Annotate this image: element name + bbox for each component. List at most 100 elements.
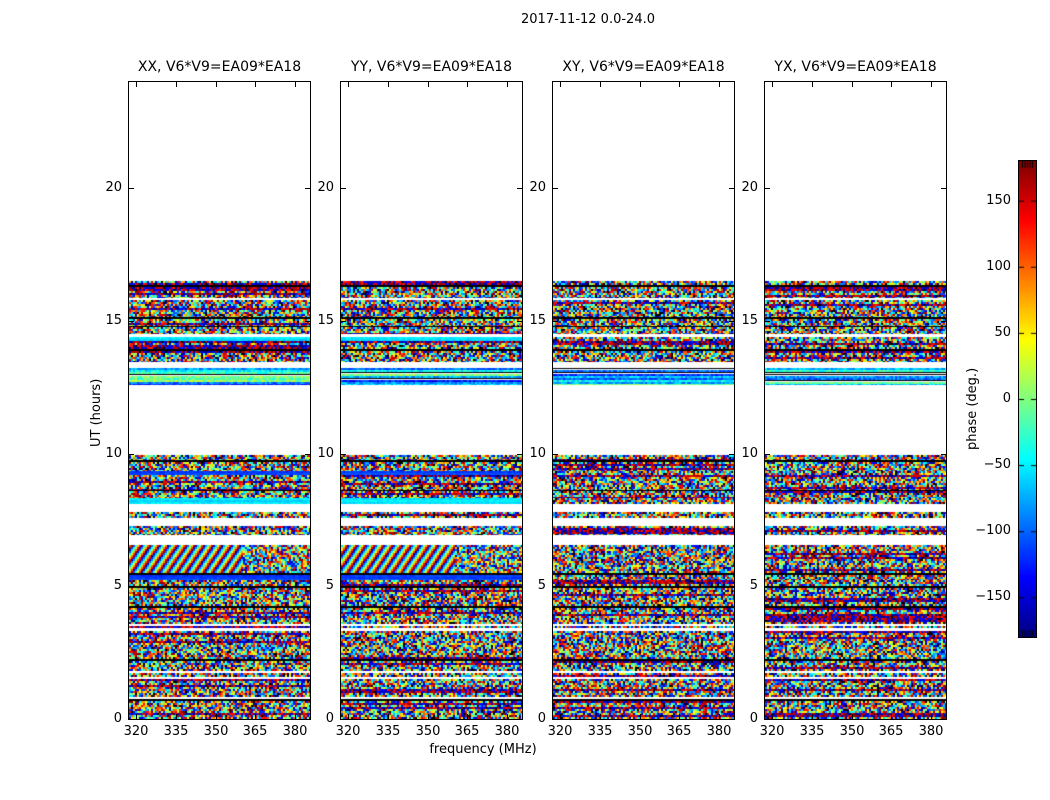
y-tick-label: 5 xyxy=(537,578,546,593)
x-tick-mark xyxy=(812,82,813,87)
y-tick-mark xyxy=(765,719,770,720)
y-tick-mark xyxy=(765,454,770,455)
x-tick-label: 350 xyxy=(839,724,865,739)
x-tick-label: 320 xyxy=(335,724,361,739)
x-tick-mark xyxy=(428,82,429,87)
figure-title: 2017-11-12 0.0-24.0 xyxy=(521,12,655,27)
x-tick-label: 350 xyxy=(415,724,441,739)
y-tick-label: 10 xyxy=(105,446,122,461)
y-tick-label: 20 xyxy=(317,180,334,195)
x-tick-mark xyxy=(772,714,773,719)
x-tick-mark xyxy=(679,714,680,719)
y-tick-mark xyxy=(765,586,770,587)
x-tick-label: 335 xyxy=(375,724,401,739)
y-tick-mark xyxy=(517,719,522,720)
y-tick-mark xyxy=(305,586,310,587)
colorbar-tick-label: 100 xyxy=(986,259,1011,274)
y-tick-mark xyxy=(729,454,734,455)
y-tick-label: 10 xyxy=(529,446,546,461)
colorbar-tick-label: −150 xyxy=(975,589,1011,604)
y-tick-mark xyxy=(129,454,134,455)
y-tick-mark xyxy=(729,586,734,587)
y-tick-label: 15 xyxy=(741,313,758,328)
x-tick-label: 365 xyxy=(666,724,692,739)
colorbar-canvas xyxy=(1019,161,1036,637)
y-tick-mark xyxy=(941,586,946,587)
y-tick-mark xyxy=(305,719,310,720)
x-tick-mark xyxy=(852,82,853,87)
x-tick-mark xyxy=(600,714,601,719)
y-tick-label: 0 xyxy=(325,711,334,726)
y-tick-mark xyxy=(305,188,310,189)
x-tick-mark xyxy=(772,82,773,87)
y-tick-label: 15 xyxy=(105,313,122,328)
y-tick-mark xyxy=(341,454,346,455)
x-tick-mark xyxy=(891,714,892,719)
x-tick-mark xyxy=(891,82,892,87)
y-tick-mark xyxy=(517,321,522,322)
x-tick-label: 320 xyxy=(759,724,785,739)
x-tick-mark xyxy=(216,82,217,87)
y-tick-label: 5 xyxy=(113,578,122,593)
x-tick-mark xyxy=(136,82,137,87)
colorbar-tick-label: −50 xyxy=(983,457,1011,472)
y-axis-label: UT (hours) xyxy=(89,378,104,447)
x-tick-label: 335 xyxy=(163,724,189,739)
y-tick-mark xyxy=(129,188,134,189)
x-tick-mark xyxy=(931,82,932,87)
x-tick-mark xyxy=(295,714,296,719)
y-tick-label: 15 xyxy=(317,313,334,328)
x-tick-mark xyxy=(295,82,296,87)
x-tick-label: 335 xyxy=(799,724,825,739)
colorbar-tick-label: −100 xyxy=(975,523,1011,538)
y-tick-mark xyxy=(305,321,310,322)
panel-title: XY, V6*V9=EA09*EA18 xyxy=(562,59,725,75)
x-tick-label: 365 xyxy=(454,724,480,739)
y-tick-mark xyxy=(305,454,310,455)
x-tick-mark xyxy=(640,714,641,719)
x-tick-label: 350 xyxy=(203,724,229,739)
x-tick-label: 335 xyxy=(587,724,613,739)
x-tick-mark xyxy=(216,714,217,719)
colorbar-tick-label: 0 xyxy=(1002,391,1011,406)
x-axis-label: frequency (MHz) xyxy=(429,742,537,757)
x-tick-mark xyxy=(348,82,349,87)
x-tick-label: 320 xyxy=(547,724,573,739)
panel-title: YY, V6*V9=EA09*EA18 xyxy=(350,59,513,75)
x-tick-mark xyxy=(812,714,813,719)
x-tick-label: 380 xyxy=(494,724,520,739)
x-tick-mark xyxy=(600,82,601,87)
x-tick-mark xyxy=(255,714,256,719)
y-tick-label: 10 xyxy=(741,446,758,461)
y-tick-label: 0 xyxy=(537,711,546,726)
y-tick-mark xyxy=(941,188,946,189)
x-tick-mark xyxy=(467,714,468,719)
x-tick-mark xyxy=(136,714,137,719)
x-tick-mark xyxy=(176,82,177,87)
y-tick-mark xyxy=(729,719,734,720)
y-tick-label: 10 xyxy=(317,446,334,461)
y-tick-label: 20 xyxy=(741,180,758,195)
y-tick-mark xyxy=(941,719,946,720)
y-tick-label: 15 xyxy=(529,313,546,328)
x-tick-label: 320 xyxy=(123,724,149,739)
heatmap-canvas xyxy=(553,82,734,719)
y-tick-mark xyxy=(129,719,134,720)
x-tick-mark xyxy=(640,82,641,87)
y-tick-mark xyxy=(517,586,522,587)
x-tick-label: 350 xyxy=(627,724,653,739)
y-tick-mark xyxy=(941,454,946,455)
x-tick-mark xyxy=(507,82,508,87)
x-tick-mark xyxy=(507,714,508,719)
panel-title: YX, V6*V9=EA09*EA18 xyxy=(774,59,937,75)
x-tick-mark xyxy=(931,714,932,719)
y-tick-label: 0 xyxy=(113,711,122,726)
y-tick-label: 20 xyxy=(105,180,122,195)
y-tick-mark xyxy=(341,188,346,189)
panel-title: XX, V6*V9=EA09*EA18 xyxy=(137,59,302,75)
x-tick-mark xyxy=(719,82,720,87)
y-tick-mark xyxy=(517,188,522,189)
x-tick-mark xyxy=(679,82,680,87)
y-tick-label: 5 xyxy=(325,578,334,593)
heatmap-canvas xyxy=(765,82,946,719)
